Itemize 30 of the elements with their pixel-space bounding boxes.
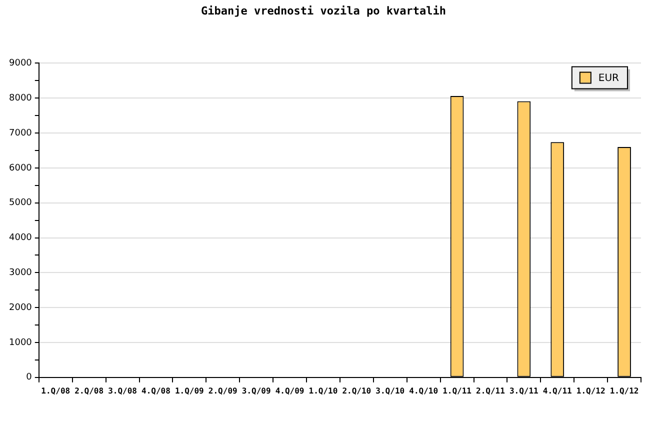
legend-label: EUR: [598, 72, 620, 84]
x-tick-label: 4.Q/10: [409, 386, 438, 396]
x-tick-label: 1.Q/09: [174, 386, 204, 396]
y-tick-label: 1000: [9, 338, 32, 348]
x-tick-label: 2.Q/08: [74, 386, 104, 396]
x-tick-label: 1.Q/08: [41, 386, 70, 396]
x-tick-label: 4.Q/11: [542, 386, 572, 396]
y-tick-label: 8000: [9, 93, 32, 104]
x-tick-label: 1.Q/11: [442, 386, 472, 396]
y-tick-label: 7000: [9, 128, 32, 138]
x-tick-label: 3.Q/11: [509, 386, 539, 396]
x-tick-label: 3.Q/10: [376, 386, 405, 396]
x-tick-label: 1.Q/12: [576, 386, 606, 396]
x-tick-label: 4.Q/09: [275, 386, 304, 396]
y-tick-label: 3000: [9, 268, 32, 278]
x-tick-label: 4.Q/08: [142, 386, 171, 396]
x-tick-label: 1.Q/12: [610, 386, 639, 396]
chart-title: Gibanje vrednosti vozila po kvartalih: [200, 4, 446, 18]
y-tick-label: 5000: [9, 198, 32, 208]
y-tick-label: 4000: [9, 233, 32, 244]
y-tick-label: 6000: [9, 163, 32, 174]
x-tick-label: 1.Q/10: [308, 386, 338, 396]
y-tick-label: 2000: [9, 302, 32, 313]
x-tick-label: 3.Q/08: [108, 386, 138, 396]
x-tick-label: 2.Q/10: [342, 386, 372, 396]
x-tick-label: 2.Q/09: [208, 386, 238, 396]
y-tick-label: 0: [26, 372, 32, 383]
x-tick-label: 2.Q/11: [476, 386, 506, 396]
x-tick-label: 3.Q/09: [242, 386, 271, 396]
y-tick-label: 9000: [9, 58, 32, 69]
